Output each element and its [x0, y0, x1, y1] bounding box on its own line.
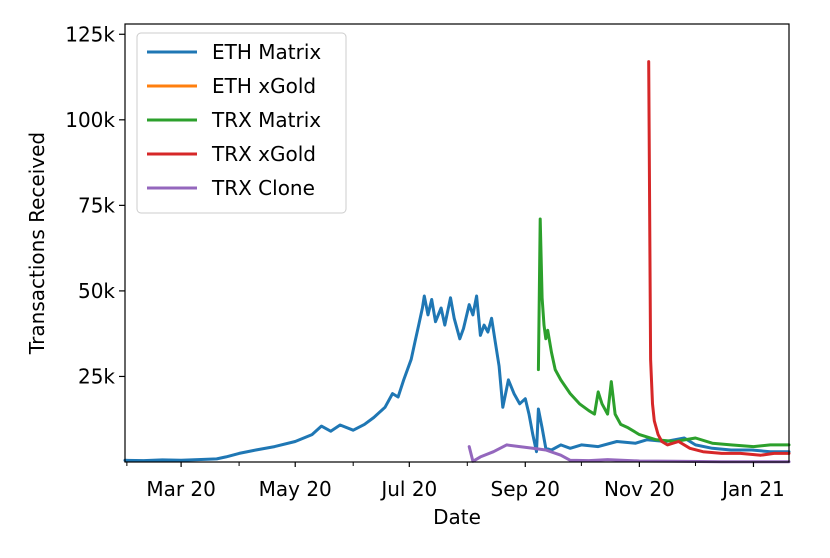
series-line-4 — [467, 443, 791, 464]
series-line-2 — [536, 217, 791, 449]
legend-label: ETH Matrix — [212, 40, 321, 64]
legend: ETH Matrix ETH xGold TRX Matrix TRX xGold TR… — [136, 32, 347, 214]
y-tick-label: 25k — [78, 364, 115, 388]
x-tick-label: May 20 — [259, 477, 332, 501]
x-tick-label: Nov 20 — [604, 477, 675, 501]
x-tick-label: Jul 20 — [379, 477, 437, 501]
series-line-0 — [123, 294, 791, 463]
x-axis-label: Date — [433, 505, 481, 529]
axes-frame — [124, 23, 790, 463]
ticks-layer: Mar 20 May 20 Jul 20 Sep 20 Nov 20 Jan 21 25k 5… — [65, 22, 785, 501]
y-axis-label: Transactions Received — [25, 132, 49, 355]
legend-box — [136, 32, 347, 214]
y-tick-label: 125k — [65, 22, 115, 46]
legend-label: ETH xGold — [212, 74, 316, 98]
legend-label: TRX Clone — [211, 176, 315, 200]
x-tick-label: Sep 20 — [491, 477, 561, 501]
legend-label: TRX Matrix — [211, 108, 321, 132]
y-tick-label: 50k — [78, 279, 115, 303]
y-tick-label: 100k — [65, 108, 115, 132]
x-tick-label: Jan 21 — [720, 477, 785, 501]
legend-label: TRX xGold — [211, 142, 316, 166]
series-layer — [123, 60, 791, 464]
x-tick-label: Mar 20 — [146, 477, 216, 501]
series-line-3 — [647, 60, 791, 457]
y-tick-label: 75k — [78, 193, 115, 217]
